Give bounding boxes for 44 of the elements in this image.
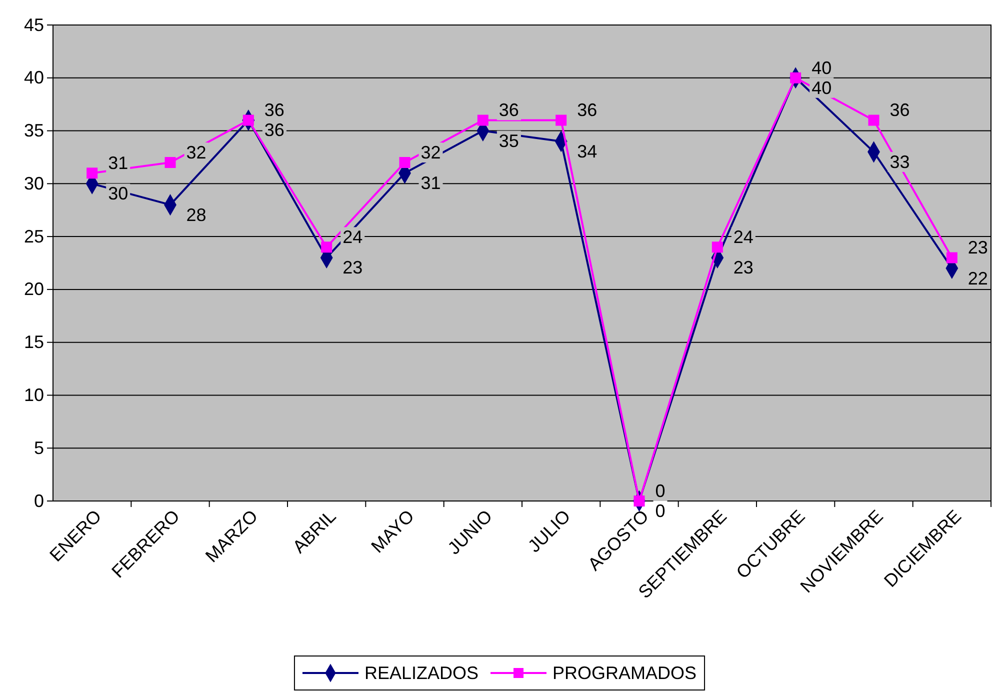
data-label: 36 — [264, 100, 284, 120]
data-label: 36 — [577, 100, 598, 120]
legend-label: REALIZADOS — [364, 663, 478, 683]
data-label: 22 — [968, 268, 988, 288]
y-tick-label: 20 — [24, 279, 44, 300]
data-label: 31 — [108, 153, 128, 174]
data-label: 30 — [108, 184, 128, 204]
data-label: 23 — [733, 258, 754, 278]
y-tick-label: 25 — [24, 226, 44, 246]
y-tick-label: 40 — [24, 68, 44, 88]
data-label: 23 — [342, 258, 363, 278]
data-label: 40 — [812, 78, 832, 98]
data-label: 24 — [342, 227, 363, 248]
data-label: 0 — [655, 481, 666, 501]
y-tick-label: 10 — [24, 384, 44, 405]
data-label: 40 — [812, 58, 832, 78]
y-tick-label: 35 — [24, 120, 44, 141]
point — [86, 168, 98, 179]
data-label: 28 — [186, 204, 206, 225]
data-label: 32 — [186, 142, 206, 163]
data-label: 36 — [890, 100, 910, 120]
y-tick-label: 15 — [24, 332, 44, 352]
y-tick-label: 0 — [34, 490, 44, 511]
data-label: 33 — [890, 152, 910, 172]
point — [946, 252, 958, 264]
data-label: 31 — [420, 173, 441, 194]
point — [712, 242, 723, 253]
point — [164, 157, 176, 168]
point — [868, 114, 880, 126]
y-tick-label: 30 — [24, 173, 44, 194]
y-tick-label: 45 — [24, 14, 44, 35]
data-label: 23 — [968, 238, 988, 258]
y-tick-label: 5 — [34, 438, 44, 458]
data-label: 24 — [733, 227, 754, 248]
data-label: 34 — [577, 141, 598, 162]
point — [477, 114, 488, 126]
data-label: 36 — [264, 120, 284, 140]
point — [399, 157, 410, 168]
point — [321, 242, 332, 253]
data-label: 35 — [498, 130, 519, 151]
legend-label: PROGRAMADOS — [552, 663, 697, 683]
data-label: 32 — [420, 142, 441, 163]
data-label: 36 — [498, 100, 519, 120]
point — [556, 114, 567, 126]
